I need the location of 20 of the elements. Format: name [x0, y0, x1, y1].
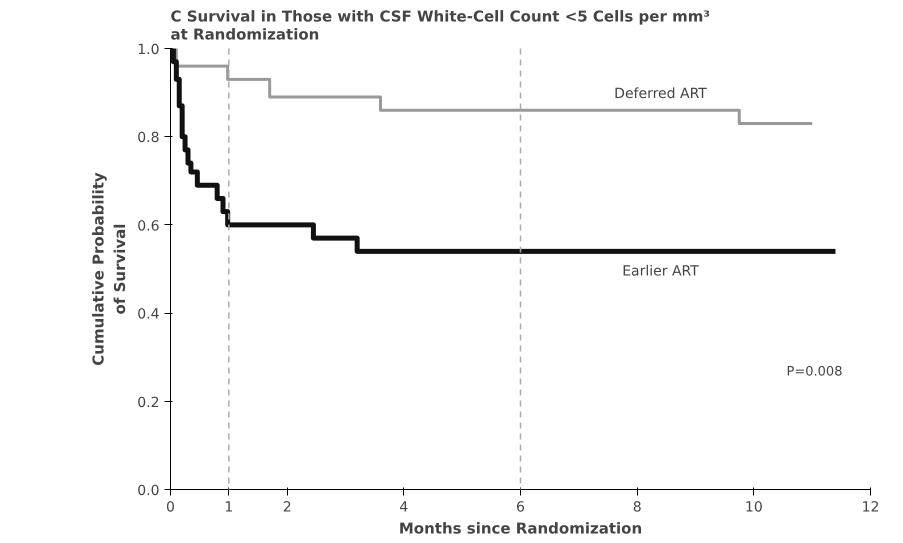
- y-tick-label: 0.2: [137, 394, 160, 411]
- series-label: Deferred ART: [614, 86, 708, 102]
- y-tick-label: 0.6: [137, 218, 160, 234]
- y-tick-label: 0.4: [137, 306, 160, 323]
- x-tick-label: 2: [282, 500, 292, 516]
- y-tick-label: 1.0: [137, 42, 160, 58]
- x-tick-label: 4: [399, 500, 408, 516]
- x-axis-title: Months since Randomization: [398, 520, 642, 538]
- chart-title: C Survival in Those with CSF White-Cell Count <5 Cells per mm³ at Randomization: [170, 8, 710, 44]
- x-tick-label: 6: [516, 500, 526, 516]
- series-label: Earlier ART: [622, 263, 700, 280]
- y-axis-title: Cumulative Probability of Survival: [90, 172, 130, 366]
- y-tick-label: 0.8: [137, 130, 160, 146]
- x-tick-label: 10: [744, 500, 763, 516]
- x-tick-label: 0: [166, 500, 175, 516]
- y-tick-label: 0.0: [137, 483, 160, 499]
- x-tick-label: 8: [632, 500, 642, 516]
- x-tick-label: 12: [862, 500, 880, 516]
- x-tick-label: 1: [224, 500, 234, 516]
- annotation: P=0.008: [786, 364, 842, 380]
